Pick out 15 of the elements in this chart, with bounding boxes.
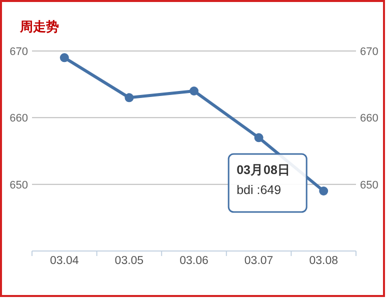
y2-tick-label: 670 <box>360 46 378 58</box>
annotation: bdi :649 <box>236 183 282 197</box>
x-tick-label: 03.08 <box>309 255 338 267</box>
x-tick-label: 03.05 <box>114 255 144 267</box>
y-tick-label: 650 <box>10 179 28 192</box>
chart-title: 周走势 <box>19 19 59 34</box>
y-tick-label: 670 <box>10 46 28 58</box>
y2-tick-label: 660 <box>360 112 378 125</box>
annotation: 03月08日 <box>236 163 290 177</box>
y-tick-label: 660 <box>10 112 28 125</box>
y2-tick-label: 650 <box>360 179 378 192</box>
tooltip: 03月08日 bdi :649 <box>228 153 308 213</box>
x-tick-label: 03.07 <box>244 255 274 267</box>
x-tick-label: 03.06 <box>180 255 208 267</box>
x-tick-label: 03.04 <box>50 255 80 267</box>
